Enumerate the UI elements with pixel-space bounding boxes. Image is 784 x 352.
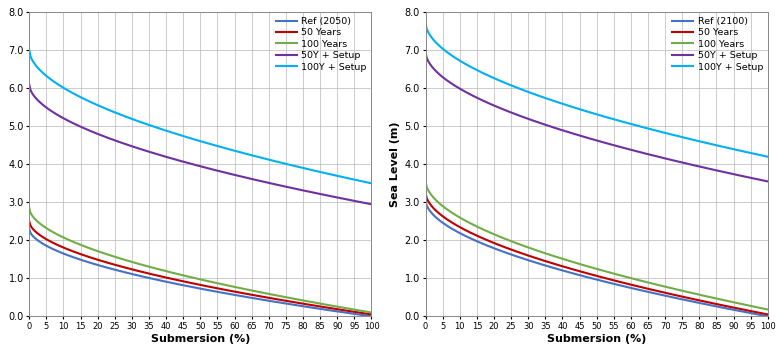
Line: Ref (2100): Ref (2100) bbox=[426, 200, 768, 316]
50Y + Setup bbox=[227, 172, 237, 176]
100Y + Setup bbox=[234, 150, 243, 154]
50 Years bbox=[227, 289, 237, 293]
Line: Ref (2050): Ref (2050) bbox=[29, 229, 372, 316]
Line: 100 Years: 100 Years bbox=[426, 181, 768, 309]
50 Years bbox=[630, 284, 640, 288]
50 Years bbox=[421, 191, 430, 195]
Ref (2050) bbox=[26, 231, 35, 235]
50 Years bbox=[367, 312, 376, 316]
Ref (2100) bbox=[421, 198, 430, 202]
Ref (2050) bbox=[228, 293, 238, 297]
X-axis label: Submersion (%): Submersion (%) bbox=[151, 334, 250, 344]
50 Years bbox=[422, 196, 431, 200]
100 Years bbox=[335, 305, 344, 309]
100 Years bbox=[313, 301, 322, 305]
50 Years bbox=[26, 223, 35, 227]
Ref (2100) bbox=[763, 314, 772, 319]
Line: 100 Years: 100 Years bbox=[29, 208, 372, 313]
50Y + Setup bbox=[234, 174, 243, 178]
50 Years bbox=[24, 219, 34, 224]
100 Years bbox=[234, 286, 243, 290]
100Y + Setup bbox=[313, 169, 322, 174]
100 Years bbox=[421, 179, 430, 183]
100 Years bbox=[710, 296, 719, 300]
Line: 50 Years: 50 Years bbox=[29, 221, 372, 314]
Line: 100Y + Setup: 100Y + Setup bbox=[29, 50, 372, 183]
50Y + Setup bbox=[630, 149, 640, 153]
50 Years bbox=[710, 301, 719, 306]
100 Years bbox=[227, 284, 237, 289]
50Y + Setup bbox=[24, 82, 34, 87]
50 Years bbox=[335, 307, 344, 312]
100Y + Setup bbox=[26, 54, 35, 58]
Ref (2100) bbox=[630, 287, 640, 291]
Ref (2100) bbox=[422, 203, 431, 208]
100Y + Setup bbox=[421, 21, 430, 25]
50 Years bbox=[731, 306, 740, 310]
50 Years bbox=[313, 304, 322, 308]
100 Years bbox=[623, 275, 633, 279]
100Y + Setup bbox=[625, 121, 634, 126]
100Y + Setup bbox=[630, 123, 640, 127]
50Y + Setup bbox=[422, 56, 431, 60]
50Y + Setup bbox=[228, 172, 238, 177]
50Y + Setup bbox=[710, 168, 719, 172]
Ref (2100) bbox=[731, 308, 740, 312]
100 Years bbox=[24, 206, 34, 210]
100Y + Setup bbox=[367, 181, 376, 186]
50 Years bbox=[623, 282, 633, 286]
50 Years bbox=[234, 290, 243, 295]
100Y + Setup bbox=[335, 174, 344, 178]
X-axis label: Submersion (%): Submersion (%) bbox=[547, 334, 646, 344]
100 Years bbox=[367, 310, 376, 315]
50 Years bbox=[228, 289, 238, 294]
Ref (2100) bbox=[625, 285, 634, 290]
Ref (2050) bbox=[335, 310, 344, 314]
100Y + Setup bbox=[623, 121, 633, 125]
50Y + Setup bbox=[731, 172, 740, 177]
50Y + Setup bbox=[421, 50, 430, 54]
Y-axis label: Sea Level (m): Sea Level (m) bbox=[390, 121, 401, 207]
Ref (2050) bbox=[24, 227, 34, 231]
100Y + Setup bbox=[763, 155, 772, 159]
Legend: Ref (2100), 50 Years, 100 Years, 50Y + Setup, 100Y + Setup: Ref (2100), 50 Years, 100 Years, 50Y + S… bbox=[670, 15, 765, 73]
50Y + Setup bbox=[367, 202, 376, 206]
100 Years bbox=[630, 277, 640, 281]
Ref (2050) bbox=[313, 306, 322, 310]
100Y + Setup bbox=[731, 147, 740, 152]
Line: 100Y + Setup: 100Y + Setup bbox=[426, 23, 768, 157]
Line: 50Y + Setup: 50Y + Setup bbox=[426, 52, 768, 181]
100 Years bbox=[26, 210, 35, 215]
50 Years bbox=[625, 282, 634, 287]
100Y + Setup bbox=[24, 48, 34, 52]
100Y + Setup bbox=[422, 27, 431, 31]
100 Years bbox=[763, 307, 772, 312]
Ref (2100) bbox=[710, 304, 719, 308]
Legend: Ref (2050), 50 Years, 100 Years, 50Y + Setup, 100Y + Setup: Ref (2050), 50 Years, 100 Years, 50Y + S… bbox=[274, 15, 368, 73]
Ref (2100) bbox=[623, 285, 633, 289]
100 Years bbox=[422, 185, 431, 189]
50 Years bbox=[763, 312, 772, 316]
50Y + Setup bbox=[623, 147, 633, 151]
Ref (2050) bbox=[367, 314, 376, 319]
100 Years bbox=[731, 301, 740, 305]
100 Years bbox=[625, 276, 634, 280]
100 Years bbox=[228, 284, 238, 289]
50Y + Setup bbox=[26, 88, 35, 92]
Line: 50Y + Setup: 50Y + Setup bbox=[29, 84, 372, 204]
100Y + Setup bbox=[227, 148, 237, 152]
Ref (2050) bbox=[234, 294, 243, 298]
50Y + Setup bbox=[335, 196, 344, 200]
Ref (2050) bbox=[227, 292, 237, 296]
50Y + Setup bbox=[625, 147, 634, 151]
50Y + Setup bbox=[313, 191, 322, 196]
Line: 50 Years: 50 Years bbox=[426, 193, 768, 314]
100Y + Setup bbox=[710, 143, 719, 147]
100Y + Setup bbox=[228, 148, 238, 152]
50Y + Setup bbox=[763, 179, 772, 183]
